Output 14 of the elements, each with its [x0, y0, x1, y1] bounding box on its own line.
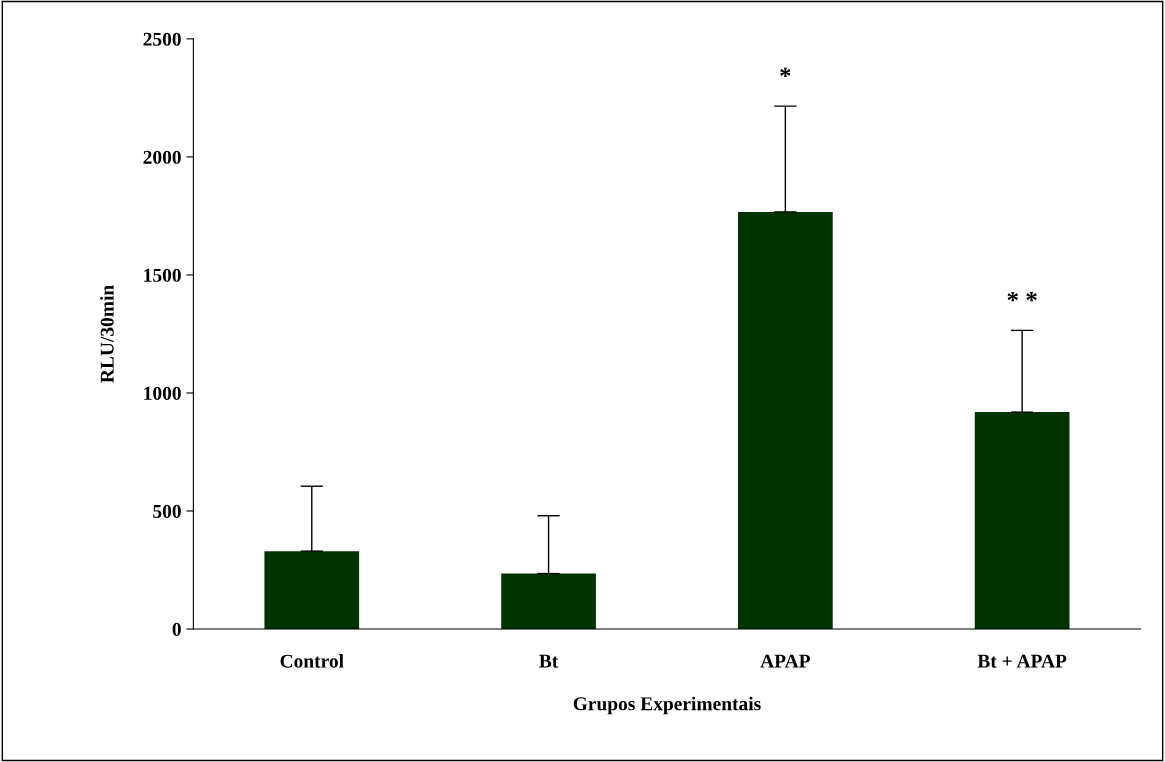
y-tick-label: 500 [153, 504, 181, 518]
y-tick-label: 2000 [143, 150, 181, 164]
y-tick-label: 1000 [144, 386, 181, 400]
x-tick-label: Bt [539, 654, 559, 668]
x-tick-label: Bt + APAP [977, 654, 1067, 668]
y-tick-label: 0 [172, 622, 181, 636]
annotation: * * [1007, 291, 1037, 302]
y-axis-title: RLU/30min [100, 285, 114, 383]
y-tick-label: 1500 [144, 268, 181, 282]
y-tick-label: 2500 [143, 32, 181, 46]
x-tick-label: Control [280, 654, 344, 668]
x-axis-title: Grupos Experimentais [573, 696, 761, 715]
x-tick-label: APAP [760, 654, 811, 668]
annotation: * [780, 67, 791, 78]
